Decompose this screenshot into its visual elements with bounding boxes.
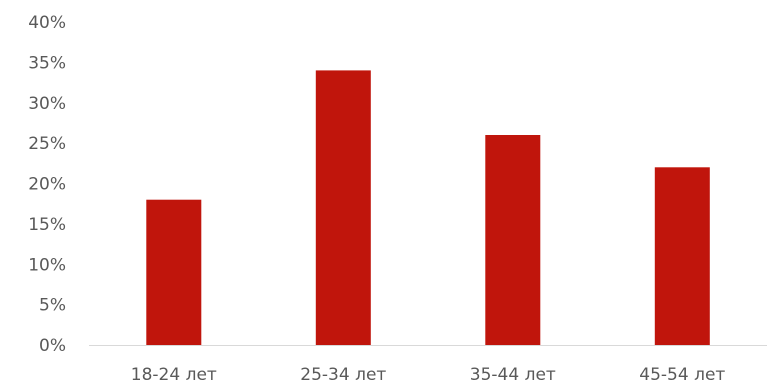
bar [146,199,202,345]
x-category-label: 45-54 лет [639,365,725,385]
y-tick-label: 5% [39,296,66,316]
x-category-label: 35-44 лет [470,365,556,385]
bar [654,167,710,345]
y-tick-label: 35% [28,53,66,73]
bar [485,135,541,345]
y-axis: 0% 5% 10% 15% 20% 25% 30% 35% 40% [28,13,66,356]
x-axis: 18-24 лет 25-34 лет 35-44 лет 45-54 лет [131,365,726,385]
y-tick-label: 20% [28,175,66,195]
bars [146,70,710,346]
x-category-label: 25-34 лет [300,365,386,385]
bar [315,70,371,346]
y-tick-label: 25% [28,134,66,154]
y-tick-label: 15% [28,215,66,235]
y-tick-label: 0% [39,336,66,356]
y-tick-label: 30% [28,94,66,114]
y-tick-label: 10% [28,255,66,275]
x-category-label: 18-24 лет [131,365,217,385]
y-tick-label: 40% [28,13,66,33]
